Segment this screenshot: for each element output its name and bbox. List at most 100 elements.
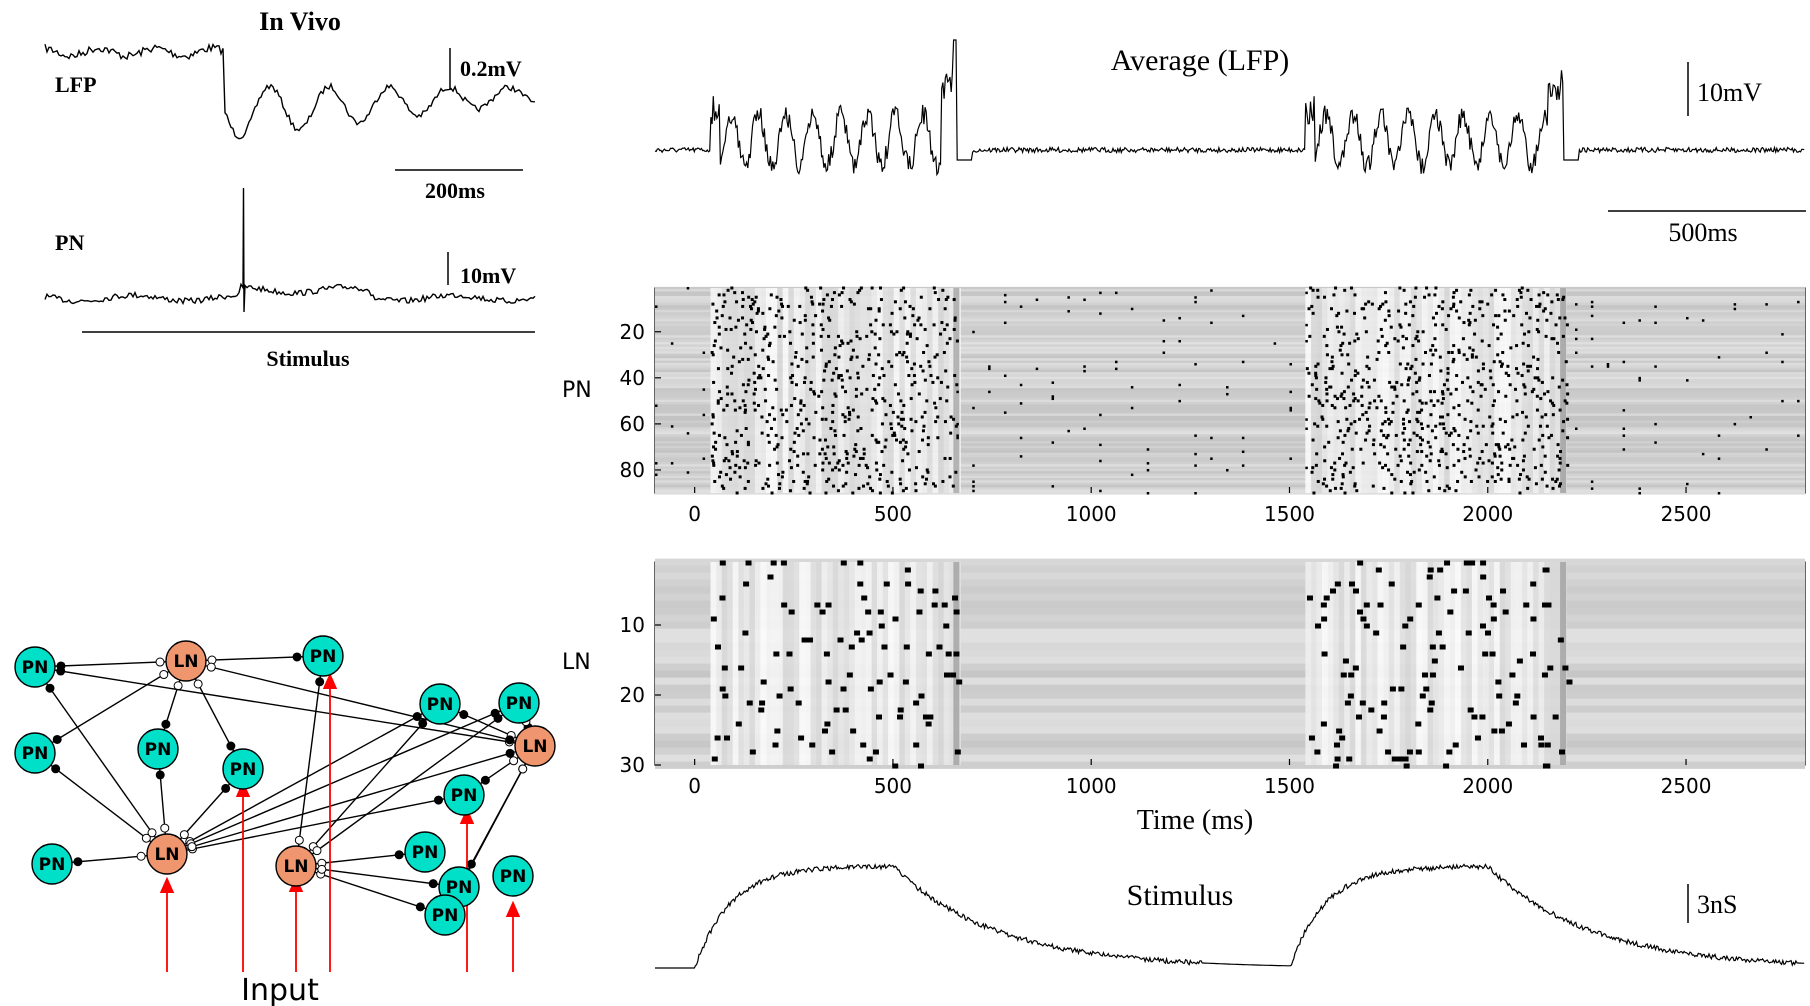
raster-active-stripe [1394,562,1401,765]
raster-spike [1226,386,1229,389]
raster-spike [1530,714,1537,720]
raster-spike [1325,353,1329,357]
pn-node: PN [222,748,264,790]
raster-spike [1388,380,1392,384]
raster-spike [1565,383,1569,387]
raster-row-band [655,369,1805,373]
raster-spike [711,413,715,417]
raster-spike [1334,581,1341,587]
raster-spike [1491,422,1495,426]
raster-spike [788,330,792,334]
raster-spike [857,560,864,566]
raster-spike [1544,742,1551,748]
raster-active-stripe [1383,288,1390,493]
raster-row-band [655,353,1805,357]
raster-spike [1421,362,1425,366]
raster-spike [1529,298,1533,302]
raster-spike [1146,492,1150,495]
raster-spike [1360,616,1367,622]
x-tick-label: 2000 [1462,774,1513,798]
raster-spike [904,567,911,573]
raster-spike [809,295,813,299]
raster-spike [1561,334,1565,338]
raster-spike [1476,408,1480,412]
raster-spike [1512,700,1519,706]
raster-spike [1389,686,1396,692]
raster-row-band [655,471,1805,474]
raster-active-stripe [1399,288,1406,493]
raster-active-stripe [1377,288,1384,493]
raster-spike [1420,438,1424,442]
raster-spike [743,486,747,490]
raster-row-band [655,296,1805,299]
synapse-open [187,842,197,852]
raster-row-band [655,390,1805,394]
raster-spike [1452,357,1456,361]
raster-active-stripe [1316,562,1323,765]
raster-spike [1557,468,1561,472]
raster-active-stripe [865,288,873,493]
raster-spike [1526,288,1530,292]
raster-active-stripe [1510,562,1517,765]
raster-row-band [655,330,1805,334]
raster-spike [1520,742,1527,748]
raster-spike [1543,307,1547,311]
raster-spike [913,380,917,384]
pn-raster-ylabel: PN [562,378,592,403]
raster-spike [1462,321,1466,325]
raster-spike [1321,482,1325,486]
raster-spike [1506,364,1510,368]
raster-spike [1487,459,1491,463]
raster-spike [1431,316,1435,320]
raster-spike [1521,410,1525,414]
raster-spike [898,477,902,481]
raster-spike [1314,749,1321,755]
raster-active-stripe [899,288,906,493]
raster-active-stripe [1427,562,1434,765]
raster-row-band [655,482,1805,486]
raster-spike [1346,353,1350,357]
raster-spike [1051,395,1055,398]
raster-spike [1414,337,1418,341]
raster-spike [878,477,882,481]
raster-spike [1530,581,1537,587]
raster-spike [951,484,955,488]
raster-spike [1500,362,1504,366]
avg-voltage-scale-label: 10mV [1697,78,1762,107]
raster-spike [937,298,941,302]
raster-row-band [655,300,1805,304]
raster-spike [1342,332,1346,336]
raster-active-stripe [943,288,950,493]
raster-spike [1492,360,1496,364]
raster-spike [1355,489,1359,493]
raster-spike [943,327,947,331]
raster-spike [897,392,901,396]
raster-spike [747,295,751,299]
raster-spike [912,362,916,366]
raster-spike [756,307,760,311]
raster-spike [867,686,874,692]
raster-spike [1377,602,1384,608]
raster-spike [1445,466,1449,470]
synapse-open [317,864,327,874]
raster-spike [733,399,737,403]
y-tick-label: 80 [620,458,645,482]
ln-node: LN [275,845,317,887]
raster-spike [1606,365,1610,368]
raster-spike [1558,461,1562,465]
raster-spike [800,357,804,361]
raster-spike [797,433,801,437]
raster-spike [1305,323,1308,327]
raster-spike [1344,700,1351,706]
raster-spike [1289,363,1292,366]
raster-spike [1418,436,1422,440]
raster-spike [1401,334,1405,338]
raster-spike [938,397,942,401]
raster-active-stripe [1521,288,1528,493]
raster-row-band [655,607,1805,615]
raster-spike [785,420,789,424]
raster-spike [1321,616,1328,622]
raster-active-stripe [1366,288,1373,493]
